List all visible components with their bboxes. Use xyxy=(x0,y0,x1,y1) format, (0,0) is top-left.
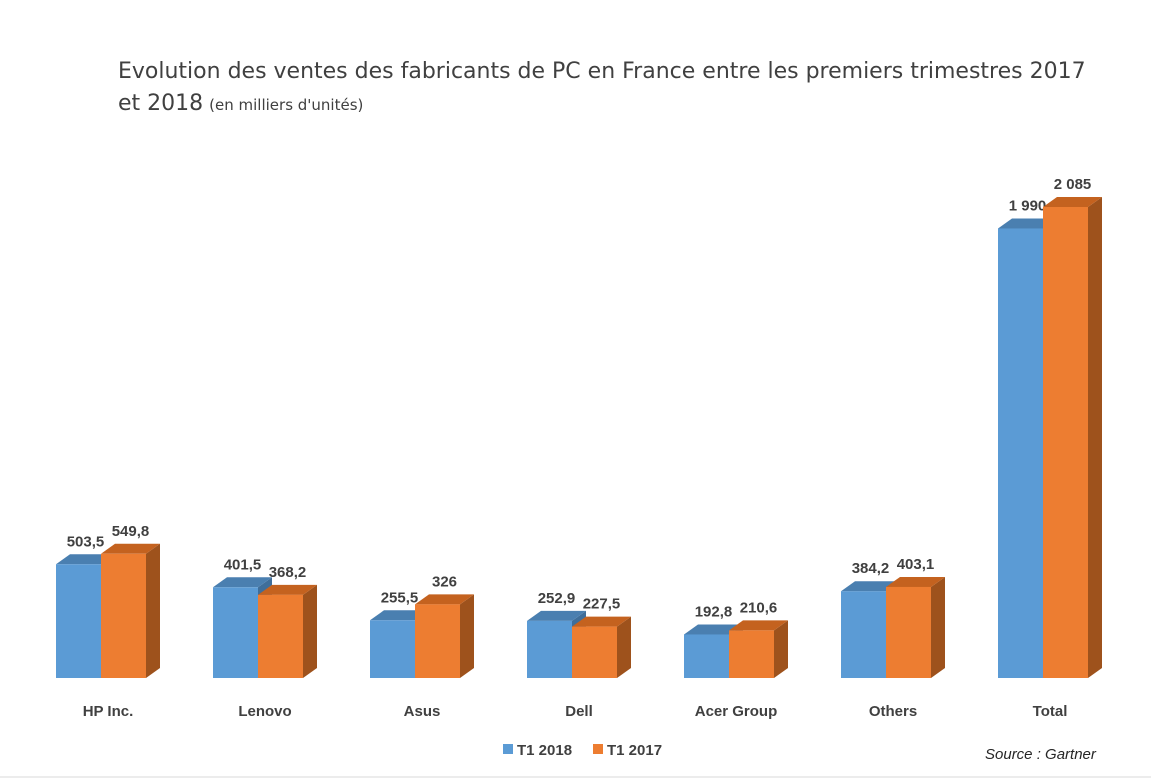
legend: T1 2018 T1 2017 xyxy=(503,742,662,759)
bar-t1-2017-hp-inc xyxy=(101,543,160,678)
bar-front-face xyxy=(527,620,572,678)
bar-side-face xyxy=(1088,197,1102,678)
bar-front-face xyxy=(415,604,460,678)
data-label: 255,5 xyxy=(381,589,419,606)
bar-top-face xyxy=(572,616,631,627)
legend-label: T1 2017 xyxy=(607,742,662,759)
bar-front-face xyxy=(213,587,258,678)
bar-top-face xyxy=(684,624,743,635)
data-label: 210,6 xyxy=(740,599,778,616)
data-label: 2 085 xyxy=(1054,176,1092,193)
data-label: 401,5 xyxy=(224,556,262,573)
x-tick-label: Acer Group xyxy=(695,703,778,720)
bar-front-face xyxy=(101,553,146,678)
bar-top-face xyxy=(101,543,160,554)
data-label: 503,5 xyxy=(67,533,105,550)
bar-t1-2017-acer-group xyxy=(729,620,788,678)
bar-t1-2017-lenovo xyxy=(258,584,317,678)
bar-side-face xyxy=(617,616,631,678)
data-label: 192,8 xyxy=(695,603,733,620)
x-tick-label: HP Inc. xyxy=(83,703,134,720)
bar-side-face xyxy=(931,576,945,678)
x-tick-label: Lenovo xyxy=(238,703,291,720)
data-label: 326 xyxy=(432,573,457,590)
chart-title-line1: Evolution des ventes des fabricants de P… xyxy=(118,59,1086,84)
bar-front-face xyxy=(729,630,774,678)
x-tick-label: Total xyxy=(1033,703,1068,720)
bar-top-face xyxy=(415,594,474,605)
bar-front-face xyxy=(886,586,931,678)
bar-top-face xyxy=(258,584,317,595)
x-tick-label: Others xyxy=(869,703,917,720)
data-label: 549,8 xyxy=(112,523,150,540)
legend-item: T1 2017 xyxy=(593,742,662,759)
bar-t1-2017-dell xyxy=(572,616,631,678)
bar-t1-2017-total xyxy=(1043,197,1102,678)
chart-title-line2: et 2018 xyxy=(118,91,203,116)
bar-front-face xyxy=(684,634,729,678)
bar-top-face xyxy=(886,576,945,587)
data-label: 368,2 xyxy=(269,564,307,581)
chart-title-line2-group: et 2018 (en milliers d'unités) xyxy=(118,91,363,116)
bar-front-face xyxy=(1043,207,1088,678)
bar-top-face xyxy=(527,610,586,621)
legend-item: T1 2018 xyxy=(503,742,572,759)
bar-side-face xyxy=(460,594,474,678)
bar-top-face xyxy=(370,610,429,621)
bar-top-face xyxy=(1043,197,1102,207)
bar-front-face xyxy=(998,228,1043,678)
bar-top-face xyxy=(56,554,115,565)
chart-subtitle: (en milliers d'unités) xyxy=(209,96,363,114)
bar-front-face xyxy=(370,620,415,678)
data-label: 384,2 xyxy=(852,560,890,577)
source-note: Source : Gartner xyxy=(985,746,1097,763)
bar-t1-2017-others xyxy=(886,576,945,678)
data-label: 252,9 xyxy=(538,590,576,607)
bar-top-face xyxy=(213,577,272,588)
bar-t1-2017-asus xyxy=(415,594,474,678)
bar-front-face xyxy=(841,591,886,678)
bar-side-face xyxy=(146,543,160,678)
bar-front-face xyxy=(572,626,617,678)
x-tick-label: Asus xyxy=(404,703,441,720)
data-label: 1 990 xyxy=(1009,197,1047,214)
x-tick-label: Dell xyxy=(565,703,593,720)
bar-side-face xyxy=(303,584,317,678)
bar-top-face xyxy=(841,581,900,592)
bar-top-face xyxy=(729,620,788,631)
data-label: 403,1 xyxy=(897,556,935,573)
bar-side-face xyxy=(774,620,788,678)
data-label: 227,5 xyxy=(583,596,621,613)
bar-top-face xyxy=(998,218,1057,229)
legend-swatch xyxy=(593,744,603,754)
bar-front-face xyxy=(258,594,303,678)
legend-label: T1 2018 xyxy=(517,742,572,759)
plot-area: 503,5 549,8 HP Inc. 401,5 368,2 Lenovo 255,5 32… xyxy=(56,176,1102,720)
legend-swatch xyxy=(503,744,513,754)
bar-front-face xyxy=(56,564,101,678)
